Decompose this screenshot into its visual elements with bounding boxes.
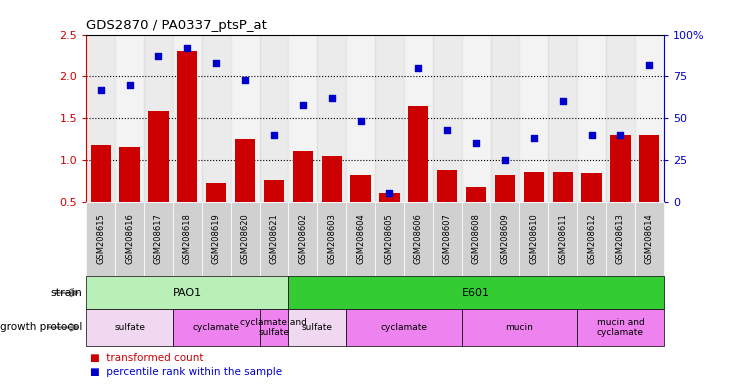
Text: growth protocol: growth protocol: [0, 322, 82, 333]
Bar: [437, 170, 458, 202]
Text: mucin and
cyclamate: mucin and cyclamate: [596, 318, 644, 337]
Point: [470, 140, 482, 146]
Bar: [322, 156, 342, 202]
Text: GDS2870 / PA0337_ptsP_at: GDS2870 / PA0337_ptsP_at: [86, 19, 267, 32]
Bar: [119, 147, 140, 202]
Text: GSM208607: GSM208607: [442, 214, 452, 265]
Text: GSM208619: GSM208619: [211, 214, 220, 265]
Text: GSM208611: GSM208611: [558, 214, 567, 265]
Bar: [375, 35, 404, 202]
Text: mucin: mucin: [506, 323, 533, 332]
Point: [268, 132, 280, 138]
Point: [94, 87, 106, 93]
Point: [644, 61, 656, 68]
Text: cyclamate and
sulfate: cyclamate and sulfate: [241, 318, 308, 337]
Bar: [177, 51, 197, 202]
Bar: [461, 35, 490, 202]
Text: ■  percentile rank within the sample: ■ percentile rank within the sample: [90, 367, 282, 377]
Bar: [495, 175, 515, 202]
Bar: [172, 35, 202, 202]
Bar: [231, 35, 260, 202]
Bar: [466, 187, 486, 202]
Bar: [380, 193, 400, 202]
Point: [239, 76, 251, 83]
Point: [182, 45, 194, 51]
Text: ■  transformed count: ■ transformed count: [90, 353, 203, 363]
Bar: [91, 145, 111, 202]
Bar: [202, 35, 231, 202]
Bar: [350, 175, 370, 202]
Bar: [490, 35, 519, 202]
Point: [326, 95, 338, 101]
Point: [499, 157, 511, 163]
Point: [586, 132, 598, 138]
Bar: [317, 35, 346, 202]
Bar: [264, 180, 284, 202]
Text: GSM208615: GSM208615: [96, 214, 105, 265]
Bar: [116, 35, 144, 202]
Text: GSM208602: GSM208602: [298, 214, 307, 265]
Text: GSM208605: GSM208605: [385, 214, 394, 265]
Bar: [144, 35, 172, 202]
Bar: [288, 35, 317, 202]
Point: [124, 82, 136, 88]
Bar: [581, 173, 602, 202]
Text: GSM208617: GSM208617: [154, 214, 163, 265]
Bar: [553, 172, 573, 202]
Bar: [639, 135, 659, 202]
Point: [413, 65, 424, 71]
Text: GSM208604: GSM208604: [356, 214, 365, 265]
Point: [297, 102, 309, 108]
Text: cyclamate: cyclamate: [380, 323, 427, 332]
Bar: [292, 152, 313, 202]
Bar: [519, 35, 548, 202]
Text: PAO1: PAO1: [172, 288, 202, 298]
Bar: [404, 35, 433, 202]
Text: GSM208614: GSM208614: [645, 214, 654, 265]
Bar: [346, 35, 375, 202]
Bar: [260, 35, 288, 202]
Text: GSM208606: GSM208606: [414, 214, 423, 265]
Text: sulfate: sulfate: [302, 323, 333, 332]
Bar: [634, 35, 664, 202]
Bar: [433, 35, 461, 202]
Point: [355, 118, 367, 124]
Text: strain: strain: [51, 288, 82, 298]
Point: [528, 135, 540, 141]
Bar: [148, 111, 169, 202]
Bar: [578, 35, 606, 202]
Bar: [606, 35, 634, 202]
Text: GSM208613: GSM208613: [616, 214, 625, 265]
Bar: [524, 172, 544, 202]
Text: GSM208612: GSM208612: [587, 214, 596, 265]
Text: GSM208616: GSM208616: [125, 214, 134, 265]
Bar: [235, 139, 255, 202]
Bar: [206, 183, 226, 202]
Text: E601: E601: [462, 288, 490, 298]
Text: sulfate: sulfate: [114, 323, 145, 332]
Text: GSM208608: GSM208608: [472, 214, 481, 265]
Text: GSM208609: GSM208609: [500, 214, 509, 265]
Text: cyclamate: cyclamate: [193, 323, 240, 332]
Text: GSM208618: GSM208618: [183, 214, 192, 265]
Point: [556, 98, 568, 104]
Bar: [86, 35, 116, 202]
Text: GSM208603: GSM208603: [327, 214, 336, 265]
Bar: [548, 35, 578, 202]
Text: GSM208621: GSM208621: [269, 214, 278, 265]
Point: [441, 127, 453, 133]
Point: [210, 60, 222, 66]
Point: [152, 53, 164, 60]
Text: GSM208610: GSM208610: [530, 214, 538, 265]
Point: [614, 132, 626, 138]
Bar: [408, 106, 428, 202]
Text: GSM208620: GSM208620: [241, 214, 250, 265]
Point: [383, 190, 395, 196]
Bar: [610, 135, 631, 202]
